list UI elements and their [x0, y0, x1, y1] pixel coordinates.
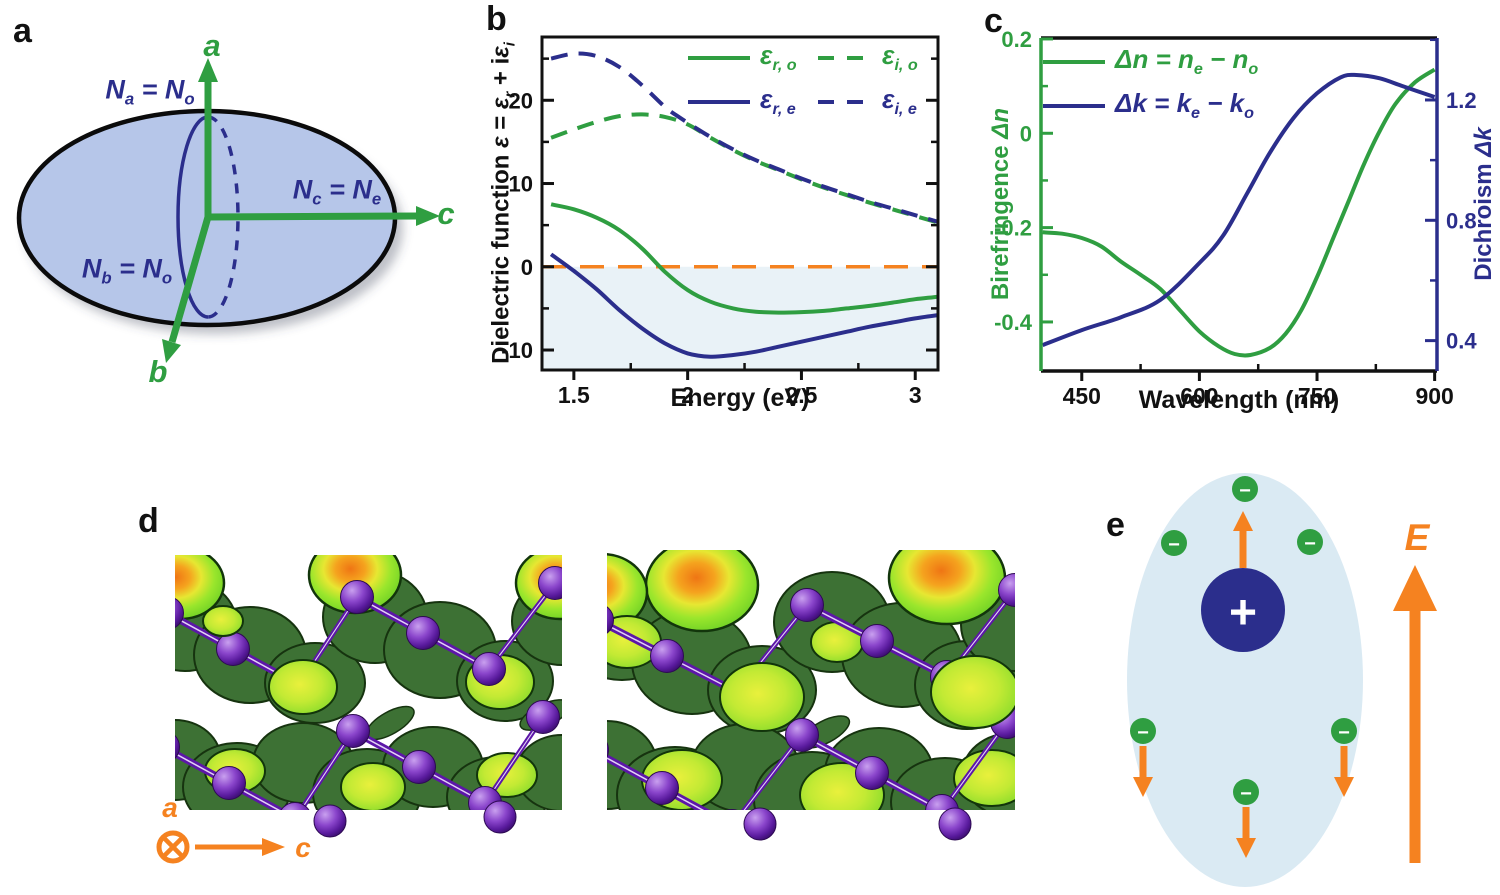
plot-frame: [540, 35, 940, 372]
svg-text:1.5: 1.5: [558, 382, 590, 408]
electric-field-label: E: [1405, 517, 1431, 558]
index-ellipsoid-diagram: [16, 58, 440, 363]
series-eps_r_e: [549, 252, 938, 359]
axis-b-label: b: [148, 354, 168, 389]
svg-text:-0.2: -0.2: [994, 216, 1032, 241]
svg-text:-0.4: -0.4: [994, 310, 1033, 335]
svg-text:900: 900: [1415, 383, 1453, 409]
chart-b-xlabel: Energy (eV): [670, 384, 810, 412]
svg-text:10: 10: [509, 172, 533, 197]
electric-field-arrow: [1393, 565, 1437, 863]
svg-text:750: 750: [1298, 383, 1336, 409]
svg-text:0.8: 0.8: [1446, 208, 1477, 233]
svg-text:−: −: [1137, 722, 1149, 744]
svg-text:3: 3: [909, 382, 922, 408]
svg-text:0: 0: [1020, 121, 1032, 146]
structure-axis-c-label: c: [295, 832, 311, 863]
chart-c-ylabel-right: Dichroism Δk: [1470, 127, 1497, 281]
series-eps_r_o: [550, 202, 938, 315]
svg-text:20: 20: [509, 88, 533, 113]
legend-swatch-solid-green: [688, 55, 750, 60]
positive-charge-circle: [1201, 568, 1285, 652]
panel-e-letter: e: [1106, 506, 1125, 544]
svg-text:−: −: [1168, 534, 1180, 556]
plus-sign: +: [1229, 587, 1257, 640]
legend-item: εr, o: [688, 42, 797, 73]
chart-c-ylabel-left: Birefringence Δn: [987, 107, 1014, 301]
negative-charges: − − − − − −: [1130, 476, 1357, 805]
dielectric-function-chart: 20 10 0 -10 1.5 2 2.5 3: [501, 35, 940, 408]
birefringence-dichroism-chart: 0.2 0 -0.2 -0.4 1.2 0.8 0.4 450 600 750 900: [994, 27, 1477, 409]
crystal-axes-arrows: [168, 80, 421, 343]
svg-text:−: −: [1304, 533, 1316, 555]
index-label-nb: Nb = No: [81, 253, 173, 288]
chart-c-xlabel: Wavelength (nm): [1138, 386, 1340, 414]
axis-a-label: a: [203, 28, 221, 63]
svg-text:2.5: 2.5: [785, 382, 817, 408]
charge-density-structure: [156, 550, 1015, 864]
isosurface-cluster-R: [607, 550, 1015, 810]
svg-text:0.2: 0.2: [1001, 27, 1032, 52]
svg-text:600: 600: [1180, 383, 1218, 409]
index-label-nc: Nc = Ne: [292, 174, 382, 209]
svg-text:2: 2: [681, 382, 694, 408]
panel-d-letter: d: [138, 502, 159, 540]
upward-arrow: [1233, 511, 1253, 568]
circular-section-front: [176, 115, 209, 319]
index-label-na: Na = No: [105, 74, 195, 109]
svg-text:450: 450: [1063, 383, 1101, 409]
electron-cloud-ellipse: [1127, 473, 1363, 887]
legend-item: εi, e: [818, 86, 917, 117]
crystal-axes-arrowheads: [162, 58, 440, 363]
legend-swatch-solid-navy: [688, 99, 750, 104]
chart-b-ylabel: Dielectric function ε = εr + iεi: [487, 42, 519, 364]
svg-text:1.2: 1.2: [1446, 88, 1477, 113]
svg-text:−: −: [1240, 783, 1252, 805]
isosurface-cluster-L: [175, 555, 562, 810]
legend-item: Δn = ne − no: [1043, 46, 1258, 77]
panel-c-letter: c: [984, 2, 1003, 40]
series-eps_i_e: [550, 51, 938, 224]
structure-axes-indicator: [156, 830, 285, 864]
legend-swatch-navy: [1043, 103, 1105, 108]
svg-text:0.4: 0.4: [1446, 329, 1477, 354]
legend-item: εi, o: [818, 42, 918, 73]
series-delta_n: [1042, 67, 1436, 358]
panel-b-letter: b: [486, 0, 507, 38]
legend-swatch-green: [1043, 59, 1105, 64]
polarization-schematic: + − − − − − − E: [1127, 473, 1437, 887]
svg-text:−: −: [1239, 480, 1251, 502]
legend-swatch-dashed-navy: [818, 99, 872, 104]
structure-axis-a-label: a: [162, 792, 178, 823]
legend-item: Δk = ke − ko: [1043, 90, 1254, 121]
series-delta_k: [1041, 72, 1436, 347]
downward-arrows: [1133, 746, 1354, 858]
panel-a-letter: a: [13, 12, 32, 50]
legend-item: εr, e: [688, 86, 796, 117]
svg-text:−: −: [1338, 722, 1350, 744]
legend-swatch-dashed-green: [818, 55, 872, 60]
svg-text:0: 0: [521, 255, 533, 280]
axis-c-label: c: [437, 196, 455, 231]
svg-text:-10: -10: [501, 338, 533, 363]
